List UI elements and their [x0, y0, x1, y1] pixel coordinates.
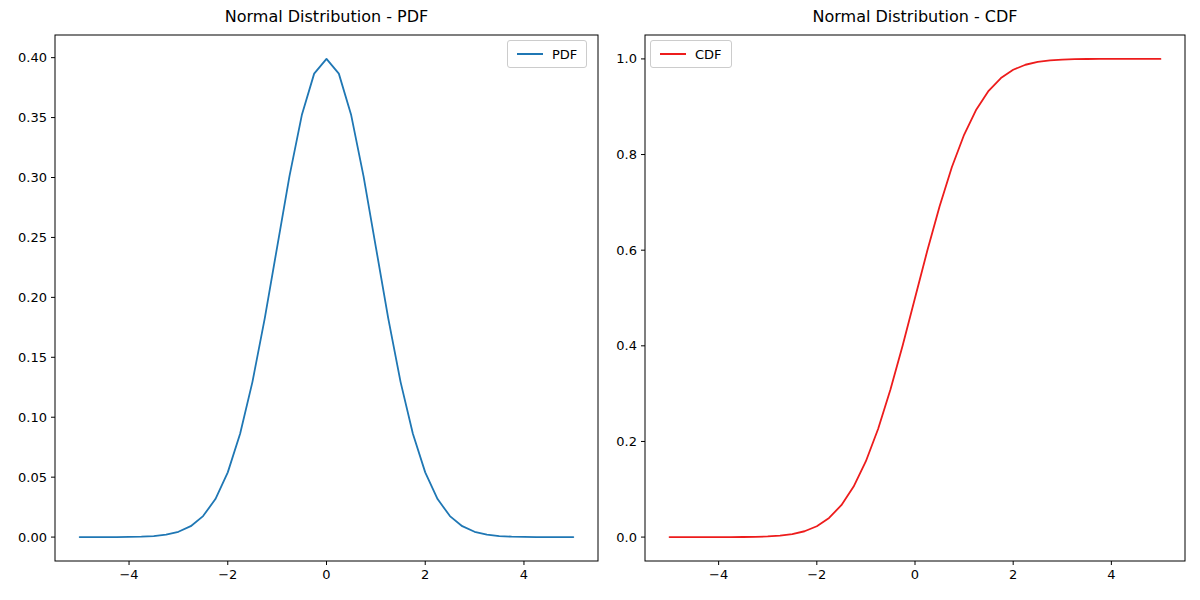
- cdf-legend-line-icon: [660, 53, 686, 55]
- x-tick-label: −4: [119, 567, 138, 582]
- cdf-legend: CDF: [650, 40, 732, 68]
- y-tick-label: 0.25: [18, 230, 47, 245]
- x-tick-label: 4: [520, 567, 528, 582]
- pdf-legend-label: PDF: [552, 47, 577, 62]
- y-tick-label: 0.20: [18, 290, 47, 305]
- x-tick-label: −2: [218, 567, 237, 582]
- x-tick-label: −2: [807, 567, 826, 582]
- figure-canvas: Normal Distribution - PDF Normal Distrib…: [0, 0, 1200, 600]
- x-tick-label: 2: [421, 567, 429, 582]
- y-tick-label: 0.00: [18, 530, 47, 545]
- pdf-legend: PDF: [507, 40, 587, 68]
- pdf-curve: [80, 59, 574, 537]
- y-tick-label: 0.8: [616, 147, 637, 162]
- x-tick-label: 0: [911, 567, 919, 582]
- y-tick-label: 0.35: [18, 110, 47, 125]
- y-tick-label: 0.10: [18, 410, 47, 425]
- y-tick-label: 0.4: [616, 338, 637, 353]
- y-tick-label: 0.05: [18, 470, 47, 485]
- pdf-legend-line-icon: [517, 53, 543, 55]
- x-tick-label: 2: [1009, 567, 1017, 582]
- axes-border: [55, 35, 598, 561]
- pdf-plot-area: −4 −2 0 2 4 0.00 0.05 0.10 0.15 0.20 0.25 0.30 0.35 0…: [0, 0, 600, 600]
- y-tick-label: 0.30: [18, 170, 47, 185]
- x-tick-label: −4: [709, 567, 728, 582]
- cdf-legend-label: CDF: [695, 47, 722, 62]
- y-tick-label: 0.0: [616, 530, 637, 545]
- y-tick-label: 0.6: [616, 243, 637, 258]
- y-tick-label: 0.15: [18, 350, 47, 365]
- x-tick-label: 4: [1107, 567, 1115, 582]
- y-tick-label: 0.2: [616, 434, 637, 449]
- x-tick-label: 0: [322, 567, 330, 582]
- y-tick-label: 0.40: [18, 50, 47, 65]
- y-tick-label: 1.0: [616, 51, 637, 66]
- cdf-plot-area: −4 −2 0 2 4 0.0 0.2 0.4 0.6 0.8 1.0: [600, 0, 1200, 600]
- cdf-curve: [670, 59, 1161, 537]
